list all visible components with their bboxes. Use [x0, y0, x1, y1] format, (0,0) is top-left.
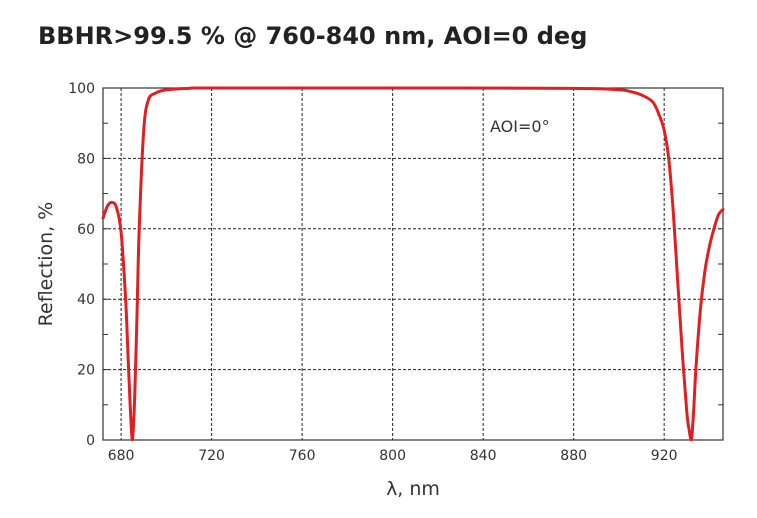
x-tick-800: 800: [379, 448, 406, 464]
x-tick-920: 920: [651, 448, 678, 464]
y-tick-0: 0: [86, 433, 95, 449]
y-tick-60: 60: [77, 222, 95, 238]
x-tick-720: 720: [198, 448, 225, 464]
plot-frame: [102, 87, 724, 441]
reflection-curve: [101, 86, 725, 442]
y-axis-label: Reflection, %: [35, 202, 57, 327]
x-tick-840: 840: [470, 448, 497, 464]
plot-border: [102, 87, 724, 441]
x-tick-680: 680: [108, 448, 135, 464]
y-tick-80: 80: [77, 151, 95, 167]
grid-lines: [103, 88, 723, 440]
y-tick-labels: 0 20 40 60 80 100: [68, 81, 95, 449]
x-tick-760: 760: [289, 448, 316, 464]
y-tick-40: 40: [77, 292, 95, 308]
y-tick-100: 100: [68, 81, 95, 97]
chart-title: BBHR>99.5 % @ 760-840 nm, AOI=0 deg: [38, 22, 588, 50]
x-tick-880: 880: [560, 448, 587, 464]
aoi-annotation: AOI=0°: [490, 117, 550, 136]
minor-ticks: [103, 122, 723, 406]
x-tick-labels: 680 720 760 800 840 880 920: [108, 448, 678, 464]
y-tick-20: 20: [77, 363, 95, 379]
x-axis-label: λ, nm: [386, 478, 440, 500]
